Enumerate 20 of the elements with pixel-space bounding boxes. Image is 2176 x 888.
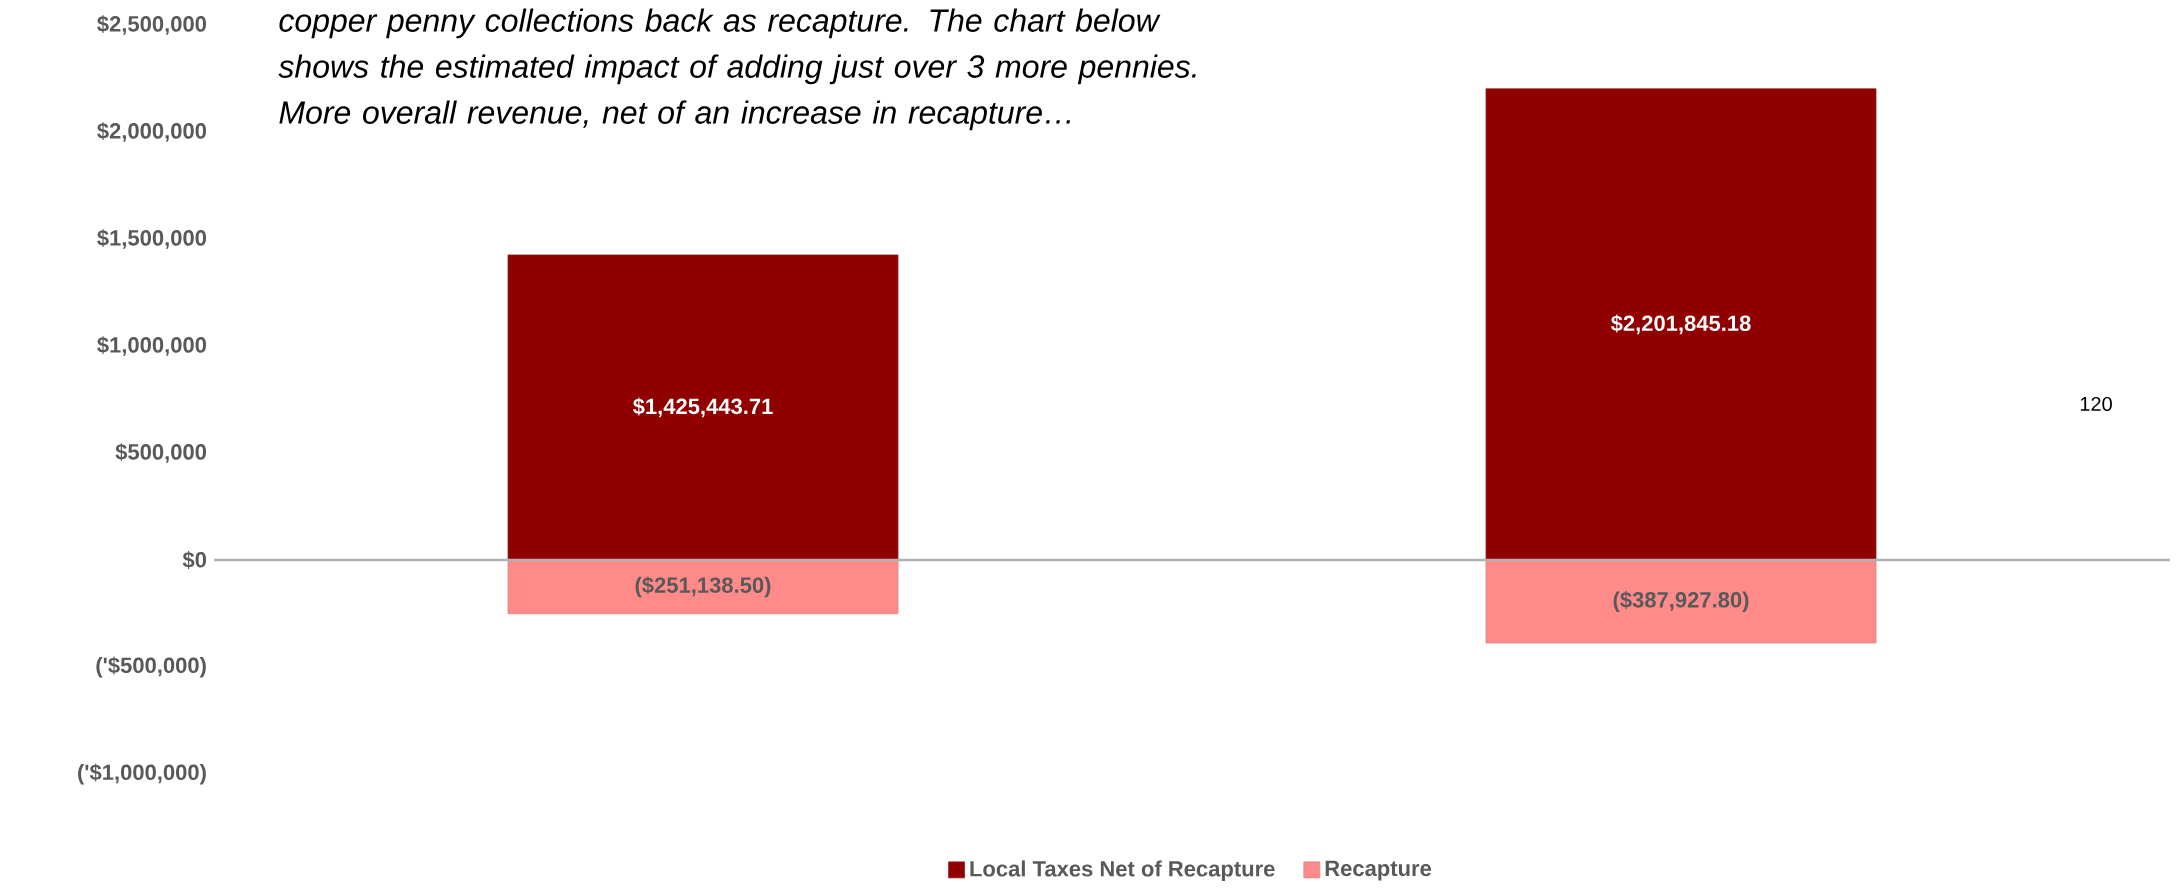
annotation: copper penny collections back as recapture. The chart below shows the estimated impact of adding just over 3 more pennies. More overall revenue, net of an increase in recapture… bbox=[278, 8, 1196, 131]
bar bbox=[507, 559, 899, 615]
y-tick-label: ('$1,000,000) bbox=[78, 763, 206, 785]
data-label: $1,425,443.71 bbox=[632, 397, 773, 418]
y-tick-label: $2,000,000 bbox=[97, 122, 207, 142]
y-tick-label: $1,000,000 bbox=[97, 336, 207, 356]
data-label: ($251,138.50) bbox=[635, 576, 771, 598]
y-tick-label: ('$500,000) bbox=[96, 656, 206, 678]
y-tick-label: $500,000 bbox=[115, 443, 207, 463]
data-label: ($387,927.80) bbox=[1613, 591, 1749, 612]
y-tick-label: $1,500,000 bbox=[97, 229, 207, 249]
y-tick-label: $0 bbox=[182, 551, 207, 569]
bar bbox=[1485, 559, 1877, 644]
y-tick-label: $2,500,000 bbox=[97, 15, 207, 35]
bar bbox=[1485, 88, 1877, 561]
legend-label: Local Taxes Net of Recapture bbox=[970, 860, 1275, 881]
bar bbox=[507, 254, 899, 561]
data-label: $2,201,845.18 bbox=[1610, 314, 1751, 335]
annotation: 120 bbox=[2080, 396, 2112, 412]
legend-label: Recapture bbox=[1325, 860, 1432, 881]
